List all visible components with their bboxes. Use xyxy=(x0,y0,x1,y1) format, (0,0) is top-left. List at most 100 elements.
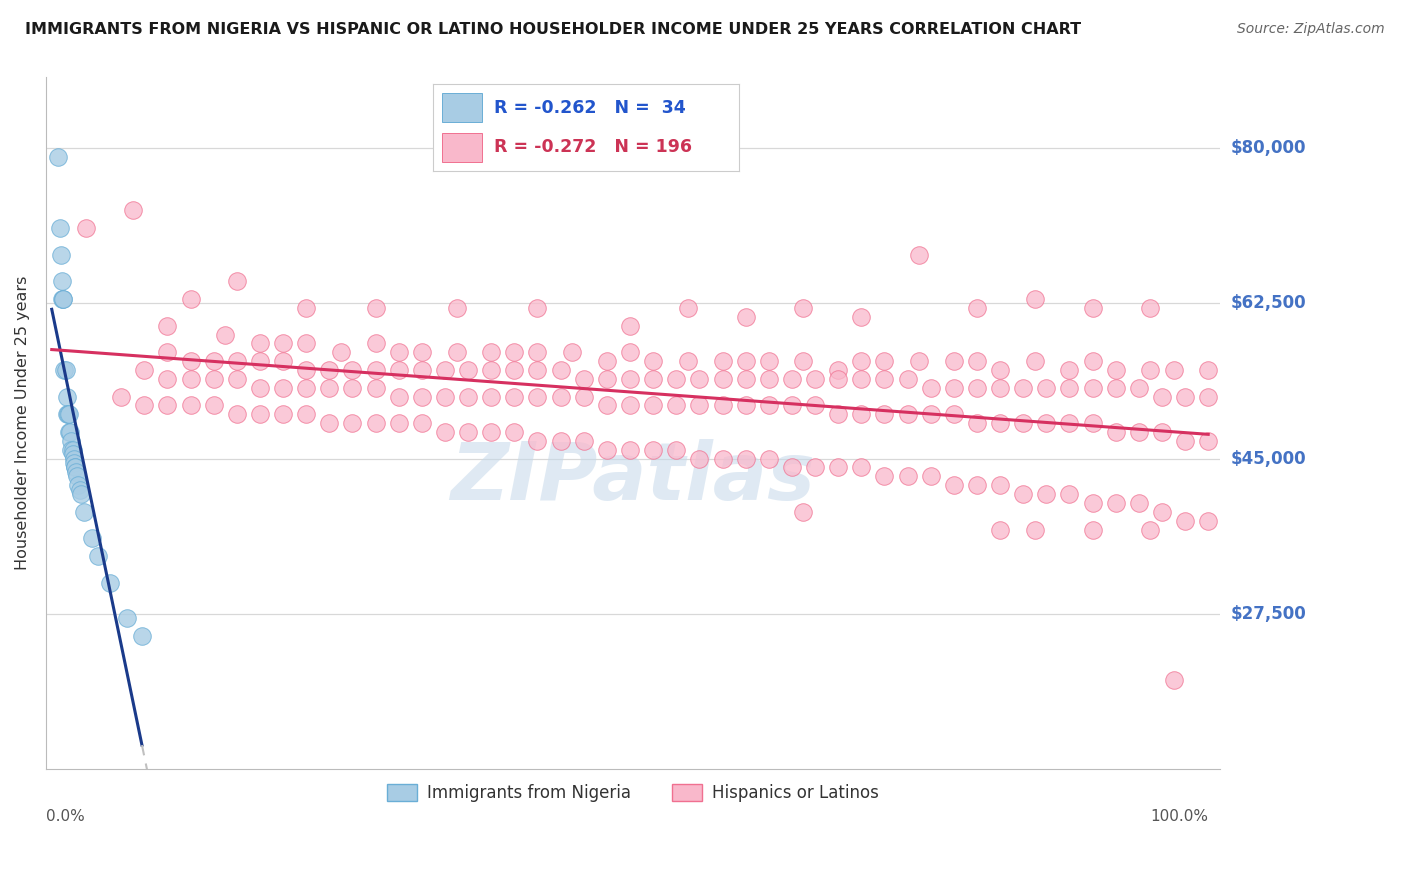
Point xyxy=(249,407,271,421)
Point xyxy=(49,248,72,262)
Point xyxy=(1059,416,1081,430)
Point xyxy=(734,372,756,386)
Point xyxy=(58,407,80,421)
Point xyxy=(202,372,225,386)
Point xyxy=(1105,496,1128,510)
Text: Source: ZipAtlas.com: Source: ZipAtlas.com xyxy=(1237,22,1385,37)
Point xyxy=(131,629,153,643)
Point xyxy=(920,469,942,483)
Point xyxy=(804,399,827,413)
Point xyxy=(851,407,873,421)
Point xyxy=(1197,514,1219,528)
Point xyxy=(62,451,84,466)
Point xyxy=(51,292,73,306)
Point xyxy=(619,345,641,359)
Point xyxy=(988,523,1011,537)
Point xyxy=(51,274,73,288)
Point xyxy=(60,442,83,457)
Point xyxy=(364,363,387,377)
Point xyxy=(55,363,77,377)
Point xyxy=(82,532,104,546)
Point xyxy=(56,407,79,421)
Point xyxy=(46,150,69,164)
Point xyxy=(526,434,548,448)
Point xyxy=(87,549,110,563)
Point xyxy=(342,416,364,430)
Point xyxy=(804,372,827,386)
Point xyxy=(1035,416,1057,430)
Point xyxy=(295,407,318,421)
Point xyxy=(180,292,202,306)
Point xyxy=(1012,487,1035,501)
Point xyxy=(67,478,90,492)
Point xyxy=(63,460,86,475)
Point xyxy=(526,301,548,315)
Point xyxy=(1081,416,1104,430)
Point xyxy=(1163,673,1185,688)
Point xyxy=(180,399,202,413)
Point xyxy=(411,345,433,359)
Point xyxy=(873,469,896,483)
Point xyxy=(873,354,896,368)
Y-axis label: Householder Income Under 25 years: Householder Income Under 25 years xyxy=(15,276,30,570)
Point xyxy=(596,354,619,368)
Point xyxy=(214,327,236,342)
Point xyxy=(156,345,179,359)
Point xyxy=(457,425,479,439)
Point xyxy=(711,451,734,466)
Point xyxy=(758,451,780,466)
Point xyxy=(596,442,619,457)
Point xyxy=(665,399,688,413)
Point xyxy=(780,372,803,386)
Point xyxy=(388,363,411,377)
Point xyxy=(734,310,756,324)
Point xyxy=(1059,363,1081,377)
Point xyxy=(73,505,96,519)
Point xyxy=(526,363,548,377)
Point xyxy=(446,301,468,315)
Point xyxy=(271,407,294,421)
Point xyxy=(98,575,121,590)
Point xyxy=(596,372,619,386)
Text: $80,000: $80,000 xyxy=(1230,139,1306,157)
Point xyxy=(827,460,849,475)
Point xyxy=(920,407,942,421)
Point xyxy=(249,381,271,395)
Point xyxy=(572,434,595,448)
Point xyxy=(665,372,688,386)
Point xyxy=(966,301,988,315)
Point xyxy=(52,292,75,306)
Point xyxy=(1035,381,1057,395)
Point xyxy=(676,301,699,315)
Point xyxy=(792,505,814,519)
Point xyxy=(271,336,294,351)
Point xyxy=(942,381,965,395)
Point xyxy=(550,434,572,448)
Point xyxy=(52,292,75,306)
Point xyxy=(619,318,641,333)
Point xyxy=(134,363,156,377)
Point xyxy=(225,372,247,386)
Point xyxy=(619,399,641,413)
Point xyxy=(433,390,456,404)
Point xyxy=(75,221,97,235)
Point xyxy=(804,460,827,475)
Point xyxy=(364,381,387,395)
Point xyxy=(1197,434,1219,448)
Point xyxy=(134,399,156,413)
Text: $45,000: $45,000 xyxy=(1230,450,1306,467)
Point xyxy=(827,372,849,386)
Point xyxy=(271,381,294,395)
Point xyxy=(1128,381,1150,395)
Point xyxy=(295,381,318,395)
Point xyxy=(56,390,79,404)
Legend: Immigrants from Nigeria, Hispanics or Latinos: Immigrants from Nigeria, Hispanics or La… xyxy=(380,778,886,809)
Point xyxy=(503,425,526,439)
Point xyxy=(69,487,91,501)
Point xyxy=(1105,363,1128,377)
Point xyxy=(1012,381,1035,395)
Point xyxy=(526,390,548,404)
Point xyxy=(988,416,1011,430)
Point xyxy=(479,363,502,377)
Point xyxy=(966,354,988,368)
